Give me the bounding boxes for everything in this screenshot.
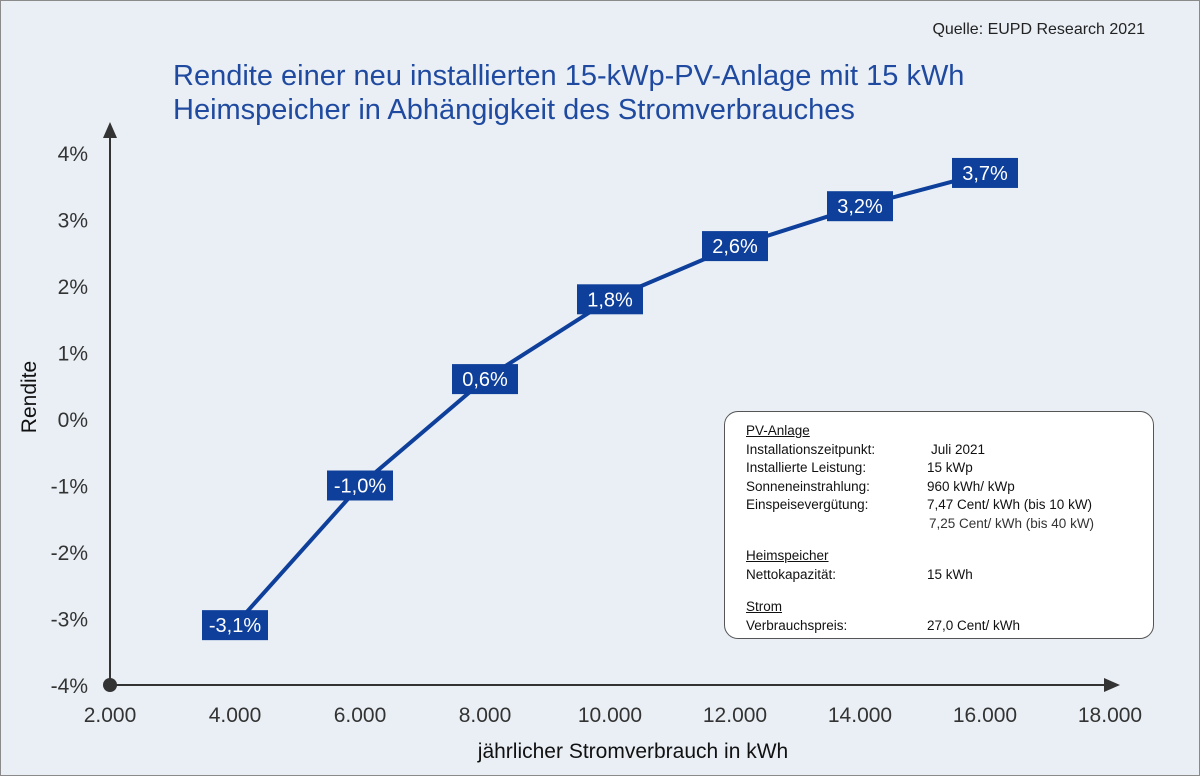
info-value: 15 kWh xyxy=(927,567,973,582)
data-label-box xyxy=(452,364,518,395)
data-label-box xyxy=(577,284,643,315)
info-label: Einspeisevergütung: xyxy=(746,497,869,512)
data-label-box xyxy=(702,231,768,262)
data-label: 2,6% xyxy=(712,236,758,258)
data-label: -3,1% xyxy=(209,615,261,637)
x-axis-label: jährlicher Stromverbrauch in kWh xyxy=(477,740,788,763)
data-label: 3,7% xyxy=(962,163,1008,185)
info-label: Verbrauchspreis: xyxy=(746,618,848,633)
x-tick-label: 10.000 xyxy=(578,704,642,727)
y-tick-label: 4% xyxy=(58,143,88,166)
info-label: Sonneneinstrahlung: xyxy=(746,479,870,494)
info-value: 960 kWh/ kWp xyxy=(927,479,1015,494)
x-axis-arrow xyxy=(1104,678,1120,692)
x-tick-label: 4.000 xyxy=(209,704,262,727)
y-tick-label: -3% xyxy=(51,609,88,632)
chart-title-line-2: Heimspeicher in Abhängigkeit des Stromve… xyxy=(173,94,855,126)
y-tick-label: -4% xyxy=(51,675,88,698)
data-label: 0,6% xyxy=(462,369,508,391)
info-value: Juli 2021 xyxy=(931,442,986,457)
y-axis-arrow xyxy=(103,122,117,138)
x-tick-label: 18.000 xyxy=(1078,704,1142,727)
data-label: 3,2% xyxy=(837,196,883,218)
y-tick-label: -2% xyxy=(51,542,88,565)
y-tick-label: -1% xyxy=(51,476,88,499)
section-heading-heimspeicher: Heimspeicher xyxy=(746,548,829,563)
info-label: Installationszeitpunkt: xyxy=(746,442,876,457)
info-box: PV-Anlage Installationszeitpunkt: Juli 2… xyxy=(724,411,1154,639)
data-label-box xyxy=(827,191,893,222)
section-heading-pv-anlage: PV-Anlage xyxy=(746,423,810,438)
info-value: 27,0 Cent/ kWh xyxy=(927,618,1021,633)
data-label: 1,8% xyxy=(587,289,633,311)
info-value: 7,47 Cent/ kWh (bis 10 kW) xyxy=(927,497,1093,512)
x-tick-label: 12.000 xyxy=(703,704,767,727)
y-tick-label: 3% xyxy=(58,210,88,233)
y-axis-label: Rendite xyxy=(18,361,41,433)
data-label-box xyxy=(202,610,268,641)
data-label: -1,0% xyxy=(334,476,386,498)
info-label: Nettokapazität: xyxy=(746,567,837,582)
info-value: 7,25 Cent/ kWh (bis 40 kW) xyxy=(929,516,1095,531)
info-label: Installierte Leistung: xyxy=(746,460,867,475)
source-note: Quelle: EUPD Research 2021 xyxy=(932,21,1145,38)
data-label-box xyxy=(327,470,393,501)
data-label-box xyxy=(952,157,1018,188)
x-tick-label: 14.000 xyxy=(828,704,892,727)
info-value: 15 kWp xyxy=(927,460,973,475)
axis-origin-dot xyxy=(103,678,117,692)
chart-title-line-1: Rendite einer neu installierten 15-kWp-P… xyxy=(173,60,965,92)
y-tick-label: 1% xyxy=(58,343,88,366)
x-tick-label: 6.000 xyxy=(334,704,387,727)
section-heading-strom: Strom xyxy=(746,599,783,614)
chart-title: Rendite einer neu installierten 15-kWp-P… xyxy=(173,59,964,127)
y-tick-label: 2% xyxy=(58,276,88,299)
y-tick-label: 0% xyxy=(58,409,88,432)
x-tick-label: 2.000 xyxy=(84,704,137,727)
x-tick-label: 16.000 xyxy=(953,704,1017,727)
x-tick-label: 8.000 xyxy=(459,704,512,727)
